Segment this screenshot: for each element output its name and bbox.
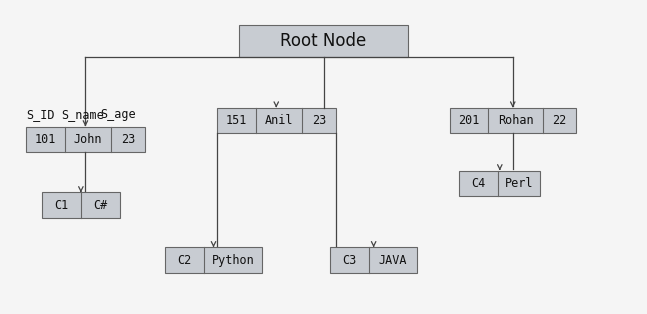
Text: Anil: Anil xyxy=(265,114,293,127)
FancyBboxPatch shape xyxy=(459,171,540,196)
Text: Python: Python xyxy=(212,254,254,267)
Text: C4: C4 xyxy=(472,177,486,190)
FancyBboxPatch shape xyxy=(42,192,120,218)
Text: 23: 23 xyxy=(121,133,135,146)
Text: Perl: Perl xyxy=(505,177,534,190)
Text: JAVA: JAVA xyxy=(378,254,408,267)
Text: 101: 101 xyxy=(34,133,56,146)
Text: C2: C2 xyxy=(177,254,192,267)
FancyBboxPatch shape xyxy=(165,247,262,273)
Text: C#: C# xyxy=(93,199,107,212)
Text: 151: 151 xyxy=(225,114,247,127)
Text: S_name: S_name xyxy=(61,108,104,121)
FancyBboxPatch shape xyxy=(26,127,145,152)
FancyBboxPatch shape xyxy=(330,247,417,273)
Text: John: John xyxy=(74,133,102,146)
Text: 23: 23 xyxy=(312,114,326,127)
Text: C3: C3 xyxy=(342,254,356,267)
Text: 22: 22 xyxy=(553,114,567,127)
Text: Rohan: Rohan xyxy=(498,114,534,127)
FancyBboxPatch shape xyxy=(239,25,408,57)
Text: S_age: S_age xyxy=(100,108,136,121)
Text: S_ID: S_ID xyxy=(26,108,54,121)
FancyBboxPatch shape xyxy=(217,108,336,133)
FancyBboxPatch shape xyxy=(450,108,576,133)
Text: Root Node: Root Node xyxy=(280,32,367,50)
Text: 201: 201 xyxy=(458,114,480,127)
Text: C1: C1 xyxy=(54,199,69,212)
